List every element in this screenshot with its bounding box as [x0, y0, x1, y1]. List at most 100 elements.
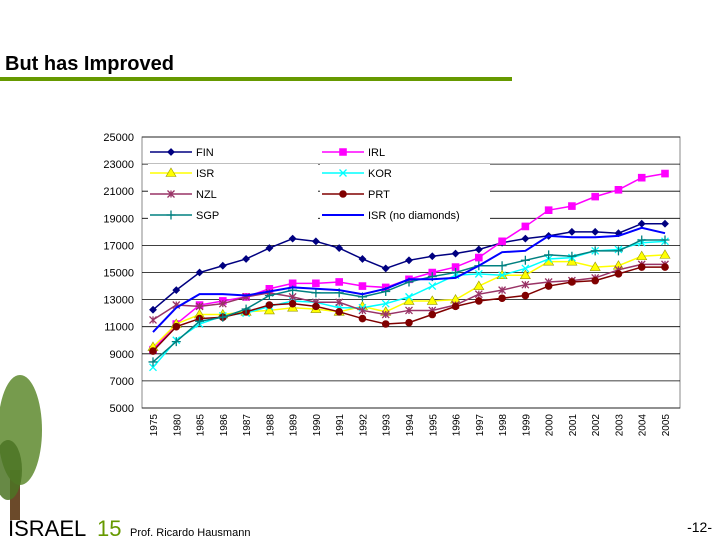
- x-tick-label: 1992: [358, 414, 369, 437]
- y-tick-label: 9000: [110, 349, 134, 361]
- data-point: [242, 255, 251, 263]
- data-point: [172, 286, 181, 295]
- legend-label: PRT: [368, 189, 390, 201]
- x-tick-label: 1993: [382, 414, 393, 437]
- data-point: [335, 298, 344, 307]
- data-point: [544, 206, 553, 214]
- data-point: [265, 244, 274, 253]
- data-point: [451, 263, 460, 271]
- data-point: [613, 246, 623, 256]
- data-point: [358, 255, 367, 263]
- data-point: [568, 202, 576, 210]
- tree: [0, 375, 42, 520]
- data-point: [195, 302, 204, 311]
- series-line: [152, 226, 666, 333]
- data-point: [636, 250, 648, 261]
- data-point: [474, 290, 483, 299]
- data-point: [149, 347, 157, 355]
- data-point: [614, 186, 623, 194]
- legend-bg: [320, 143, 490, 161]
- data-point: [195, 316, 205, 326]
- y-tick-label: 15000: [103, 268, 134, 280]
- data-point: [428, 252, 437, 261]
- data-point: [521, 222, 530, 231]
- data-point: [451, 249, 460, 258]
- x-tick-label: 1986: [219, 414, 230, 437]
- data-point: [614, 270, 623, 278]
- data-point: [661, 169, 669, 178]
- x-tick-label: 1990: [312, 414, 323, 437]
- data-point: [474, 269, 483, 278]
- plot: 5000 7000 9000 11000 13000 15000 17000 19000 210…: [103, 132, 680, 436]
- data-point: [405, 318, 413, 327]
- data-point: [475, 297, 483, 305]
- data-point: [148, 357, 158, 367]
- data-point: [335, 244, 344, 253]
- data-point: [589, 261, 601, 271]
- data-point: [172, 322, 181, 331]
- data-point: [474, 245, 483, 254]
- x-tick-label: 1997: [475, 414, 486, 437]
- y-tick-label: 11000: [104, 322, 134, 334]
- y-tick-label: 7000: [110, 376, 134, 388]
- x-tick-label: 1989: [289, 414, 300, 437]
- data-point: [195, 268, 204, 277]
- data-point: [171, 337, 181, 347]
- data-point: [660, 235, 670, 245]
- data-point: [428, 282, 437, 291]
- legend-bg: [148, 164, 318, 182]
- x-tick-label: 2002: [591, 414, 602, 437]
- data-point: [451, 268, 461, 277]
- data-point: [335, 278, 343, 286]
- data-point: [218, 261, 227, 270]
- data-point: [264, 291, 274, 301]
- data-point: [451, 302, 460, 311]
- data-point: [149, 315, 157, 324]
- data-point: [497, 261, 507, 271]
- data-point: [519, 269, 531, 280]
- data-point: [591, 227, 600, 236]
- data-point: [426, 295, 438, 305]
- legend-marker: [165, 167, 177, 177]
- data-point: [335, 308, 343, 316]
- legend-marker: [167, 190, 175, 198]
- data-point: [405, 256, 413, 265]
- data-point: [590, 246, 600, 256]
- x-tick-label: 1999: [521, 414, 532, 437]
- data-point: [312, 279, 320, 288]
- legend-bg: [320, 185, 490, 203]
- x-tick-label: 2005: [661, 414, 672, 437]
- data-point: [428, 310, 437, 319]
- legend-bg: [320, 164, 490, 182]
- data-point: [498, 294, 506, 303]
- x-tick-label: 1991: [335, 414, 346, 437]
- y-tick-label: 17000: [103, 240, 134, 252]
- data-point: [265, 301, 274, 309]
- data-point: [637, 219, 646, 228]
- legend-label: NZL: [196, 189, 217, 201]
- page-number: -12-: [687, 519, 712, 535]
- legend-marker: [339, 169, 347, 177]
- y-tick-label: 19000: [103, 213, 134, 225]
- x-tick-label: 1998: [498, 414, 509, 437]
- data-point: [311, 288, 321, 298]
- data-point: [473, 280, 485, 290]
- data-point: [149, 363, 157, 372]
- data-point: [405, 292, 413, 301]
- y-tick-label: 21000: [103, 186, 134, 198]
- legend-label: FIN: [196, 147, 214, 159]
- slide-title: But has Improved: [5, 53, 174, 75]
- x-tick-label: 2004: [638, 414, 649, 437]
- logo-number: 15: [97, 516, 121, 540]
- legend-marker: [339, 190, 347, 198]
- data-point: [475, 253, 483, 262]
- x-tick-label: 1988: [265, 414, 276, 437]
- data-point: [498, 237, 506, 246]
- legend-bg: [148, 206, 318, 224]
- data-point: [288, 234, 297, 243]
- y-tick-label: 25000: [103, 132, 134, 144]
- data-point: [498, 271, 507, 280]
- legend-bg: [148, 185, 318, 203]
- legend-bg: [148, 143, 318, 161]
